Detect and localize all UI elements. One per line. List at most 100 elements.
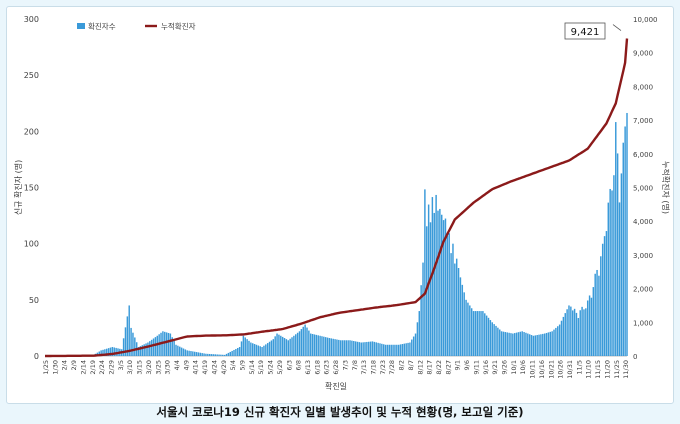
chart-caption: 서울시 코로나19 신규 확진자 일별 발생추이 및 누적 현황(명, 보고일 …: [156, 405, 524, 419]
daily-case-bar: [452, 243, 454, 356]
daily-case-bar: [377, 342, 379, 356]
daily-case-bar: [212, 354, 215, 356]
daily-case-bar: [298, 331, 301, 356]
daily-case-bar: [186, 350, 188, 356]
daily-case-bar: [381, 343, 383, 356]
daily-case-bar: [107, 348, 110, 356]
daily-case-bar: [482, 311, 484, 356]
x-tick-label: 2/14: [79, 360, 87, 375]
daily-case-bar: [302, 326, 304, 356]
daily-case-bar: [371, 341, 374, 356]
daily-case-bar: [598, 275, 600, 356]
daily-case-bar: [274, 336, 276, 356]
daily-case-bar: [193, 351, 196, 356]
daily-case-bar: [205, 353, 207, 356]
daily-case-bar: [459, 277, 462, 356]
x-tick-label: 3/15: [136, 360, 144, 375]
daily-case-bar: [575, 312, 578, 356]
daily-case-bar: [231, 350, 233, 356]
daily-case-bar: [169, 333, 172, 356]
daily-case-bar: [476, 311, 479, 356]
daily-case-bar: [259, 346, 261, 356]
x-tick-label: 7/23: [379, 360, 387, 375]
daily-case-bar: [281, 336, 284, 356]
daily-case-bar: [583, 309, 585, 356]
daily-case-bar: [311, 333, 314, 356]
daily-case-bar: [586, 300, 589, 356]
daily-case-bar: [216, 354, 218, 356]
daily-case-bar: [605, 231, 608, 356]
daily-case-bar: [626, 112, 628, 356]
daily-case-bar: [538, 334, 540, 356]
x-tick-label: 4/14: [192, 360, 200, 375]
x-tick-label: 6/28: [332, 360, 340, 375]
daily-case-bar: [207, 353, 209, 356]
daily-case-bar: [407, 342, 409, 356]
daily-case-bar: [455, 258, 458, 356]
daily-case-bar: [424, 189, 426, 356]
daily-case-bar: [401, 344, 404, 356]
daily-case-bar: [601, 243, 604, 356]
daily-case-bar: [143, 344, 145, 356]
daily-case-bar: [547, 332, 550, 356]
daily-case-bar: [253, 344, 256, 356]
y-right-tick-label: 4,000: [633, 218, 653, 226]
x-tick-label: 9/26: [500, 360, 508, 375]
daily-case-bar: [188, 350, 190, 356]
y-right-tick-label: 3,000: [633, 252, 653, 260]
x-tick-label: 6/23: [323, 360, 331, 375]
daily-case-bar: [540, 334, 542, 356]
y-left-tick-label: 50: [29, 296, 39, 305]
x-tick-label: 11/20: [603, 360, 611, 379]
daily-case-bar: [214, 354, 217, 356]
daily-case-bar: [369, 341, 372, 356]
daily-case-bar: [351, 340, 353, 356]
daily-case-bar: [98, 351, 100, 356]
daily-case-bar: [104, 349, 106, 356]
x-tick-label: 6/8: [295, 360, 303, 370]
daily-case-bar: [386, 344, 389, 356]
daily-case-bar: [285, 339, 288, 356]
daily-case-bar: [244, 337, 246, 356]
daily-case-bar: [545, 332, 548, 356]
daily-case-bar: [536, 335, 538, 356]
y-right-tick-label: 8,000: [633, 83, 653, 91]
daily-case-bar: [156, 335, 159, 356]
daily-case-bar: [353, 341, 355, 356]
daily-case-bar: [240, 341, 243, 356]
daily-case-bar: [549, 331, 552, 356]
daily-case-bar: [530, 335, 533, 356]
daily-case-bar: [512, 333, 514, 356]
x-tick-label: 5/4: [229, 360, 237, 370]
daily-case-bar: [199, 352, 202, 356]
x-tick-label: 3/30: [164, 360, 172, 375]
annotation-leader: [612, 24, 622, 31]
daily-case-bar: [276, 333, 278, 356]
daily-case-bar: [295, 334, 297, 356]
daily-case-bar: [308, 330, 310, 356]
daily-case-bar: [409, 342, 411, 356]
daily-case-bar: [414, 333, 417, 356]
x-tick-label: 10/11: [529, 360, 537, 379]
y-right-tick-label: 10,000: [633, 16, 658, 24]
daily-case-bar: [508, 332, 510, 356]
daily-case-bar: [179, 346, 181, 356]
daily-case-bar: [319, 335, 321, 356]
daily-case-bar: [558, 324, 561, 356]
daily-case-bar: [534, 335, 537, 356]
x-tick-label: 8/7: [407, 360, 415, 370]
x-tick-label: 3/25: [154, 360, 162, 375]
daily-case-bar: [487, 317, 490, 356]
daily-case-bar: [175, 344, 177, 356]
daily-case-bar: [113, 347, 115, 356]
daily-case-bar: [149, 341, 151, 356]
y-right-tick-label: 0: [633, 353, 637, 361]
daily-case-bar: [248, 340, 250, 356]
daily-case-bar: [134, 337, 136, 356]
daily-case-bar: [590, 297, 593, 356]
daily-case-bar: [229, 351, 231, 356]
daily-case-bar: [446, 235, 449, 356]
daily-case-bar: [502, 331, 505, 356]
x-tick-label: 4/29: [220, 360, 228, 375]
daily-case-bar: [375, 342, 377, 356]
